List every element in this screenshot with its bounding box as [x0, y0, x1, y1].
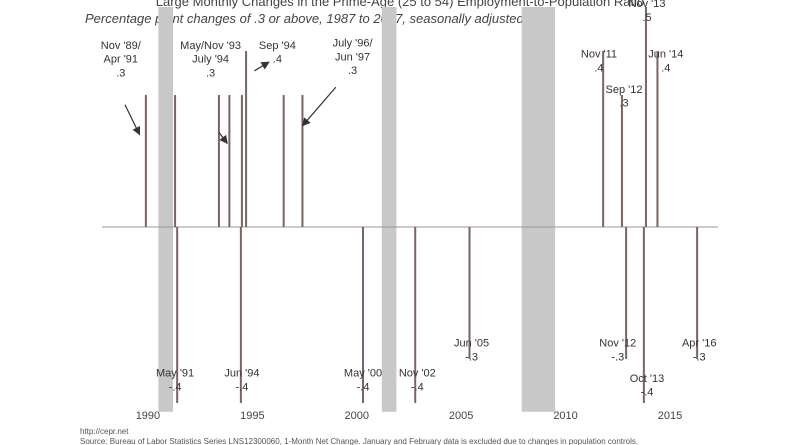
annotation-label-1: Nov '89/Apr '91.3: [101, 40, 142, 80]
footer-source: Source: Bureau of Labor Statistics Serie…: [80, 437, 638, 445]
annotation-label-3: Sep '94.4: [259, 40, 296, 66]
x-tick-2010: 2010: [553, 410, 577, 422]
annotation-arrow-1: [124, 104, 141, 136]
annotation-label-6: Jun '94 -.4: [224, 368, 259, 394]
annotation-label-4: July '96/Jun '97.3: [333, 38, 374, 78]
annotation-arrow-2: [218, 132, 228, 145]
x-tick-2015: 2015: [658, 410, 682, 422]
x-tick-1990: 1990: [136, 410, 160, 422]
annotation-label-9: Jun '05 -.3: [454, 338, 489, 364]
recession-band-1: [158, 7, 173, 412]
annotation-label-14: Nov '12 -.3: [599, 338, 636, 364]
x-tick-2000: 2000: [345, 410, 369, 422]
annotation-label-2: May/Nov '93 July '94.3: [180, 40, 241, 80]
footer-url: http://cepr.net: [80, 427, 129, 436]
annotation-label-5: May '91 -.4: [156, 368, 194, 394]
annotation-arrow-3: [254, 61, 270, 72]
chart-subtitle: Percentage point changes of .3 or above,…: [85, 11, 524, 26]
recession-band-3: [521, 7, 556, 412]
annotation-label-10: Nov '11.4: [581, 49, 617, 75]
annotation-arrow-4: [301, 86, 337, 127]
annotation-label-12: Nov '13.5: [629, 0, 666, 24]
annotations: Nov '89/Apr '91.3 May/Nov '93 July '94.3 Se…: [101, 0, 717, 399]
chart-title: Large Monthly Changes in the Prime-Age (…: [156, 0, 644, 9]
annotation-label-13: Jun '14.4: [648, 49, 683, 75]
annotation-label-16: Apr '16 -.3: [682, 338, 717, 364]
annotation-label-11: Sep '12.3: [606, 84, 643, 110]
x-axis-ticks: 1990 1995 2000 2005 2010 2015: [136, 410, 683, 422]
bar-series: [144, 7, 699, 403]
recession-band-2: [381, 7, 397, 412]
annotation-label-15: Oct '13 -.4: [630, 373, 665, 399]
x-tick-2005: 2005: [449, 410, 473, 422]
recession-bands: [158, 7, 556, 412]
annotation-label-8: Nov '02 -.4: [399, 368, 436, 394]
x-tick-1995: 1995: [240, 410, 264, 422]
annotation-label-7: May '00 -.4: [344, 368, 382, 394]
